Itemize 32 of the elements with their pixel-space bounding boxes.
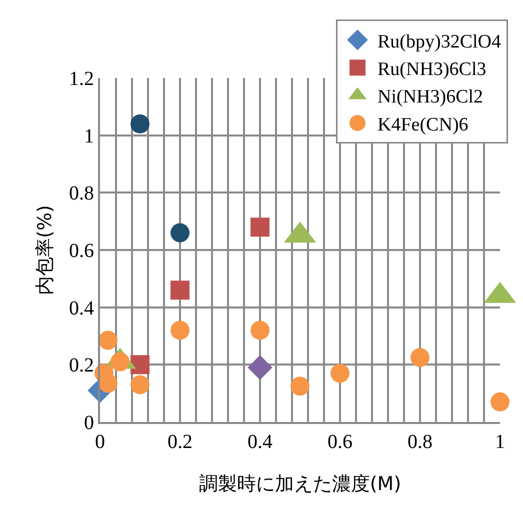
point xyxy=(170,280,190,300)
point xyxy=(250,320,270,340)
x-tick-label: 0.8 xyxy=(408,431,432,453)
point xyxy=(290,376,310,396)
point xyxy=(130,375,150,394)
x-tick-label: 0.2 xyxy=(168,431,192,453)
point xyxy=(410,348,430,367)
x-tick-label: 0.6 xyxy=(328,431,352,453)
legend-label: K4Fe(CN)6 xyxy=(378,114,468,136)
y-tick-label: 0.6 xyxy=(69,240,94,262)
y-tick-label: 0.8 xyxy=(69,182,94,205)
point xyxy=(98,330,118,350)
legend-label: Ru(bpy)32ClO4 xyxy=(378,31,502,52)
y-tick-label: 1.2 xyxy=(69,68,94,90)
x-tick-label: 0.4 xyxy=(248,431,272,453)
point xyxy=(490,392,510,412)
y-tick-label: 0.2 xyxy=(69,354,94,377)
legend-label: Ni(NH3)6Cl2 xyxy=(378,86,484,108)
point xyxy=(330,364,350,383)
point xyxy=(130,355,150,374)
x-axis-title: 調製時に加えた濃度(M) xyxy=(198,473,402,495)
point xyxy=(250,218,270,237)
x-tick-label: 1 xyxy=(495,431,505,453)
y-tick-label: 0 xyxy=(84,412,94,434)
y-tick-label: 1 xyxy=(84,125,94,148)
y-tick-label: 0.4 xyxy=(69,297,94,320)
point xyxy=(130,114,150,134)
point xyxy=(170,223,190,242)
legend-label: Ru(NH3)6Cl3 xyxy=(378,58,486,80)
y-axis-title: 内包率(%) xyxy=(34,205,56,295)
point xyxy=(170,320,190,340)
point xyxy=(248,355,272,380)
